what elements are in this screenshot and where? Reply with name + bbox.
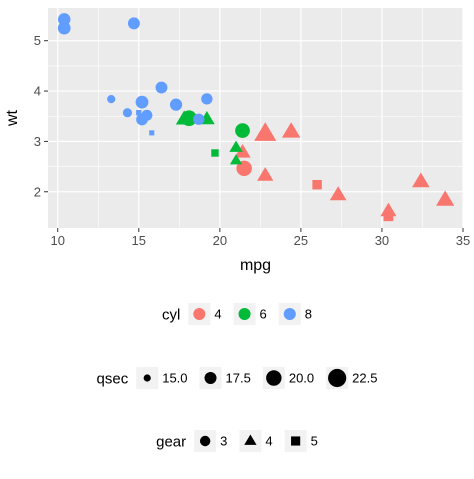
data-point bbox=[201, 93, 213, 105]
legend-label: 4 bbox=[214, 307, 221, 322]
data-point bbox=[57, 13, 71, 26]
legend: cyl 4 6 8 qsec 15.0 17.5 20.0 22.5 gear 3 4 5 bbox=[97, 303, 377, 452]
legend-key bbox=[244, 434, 257, 445]
legend-label: 6 bbox=[260, 307, 267, 322]
data-point bbox=[412, 172, 430, 188]
data-point bbox=[234, 143, 251, 158]
legend-key bbox=[328, 368, 347, 388]
data-point bbox=[127, 17, 140, 30]
data-point bbox=[135, 95, 149, 109]
data-point bbox=[254, 122, 277, 141]
data-point bbox=[149, 130, 155, 136]
legend-label: 3 bbox=[220, 434, 227, 449]
legend-key bbox=[143, 374, 151, 382]
legend-label: 22.5 bbox=[352, 371, 377, 386]
legend-key bbox=[291, 436, 301, 446]
legend-gear: gear 3 4 5 bbox=[156, 430, 318, 452]
legend-label: 17.5 bbox=[226, 371, 251, 386]
data-point bbox=[236, 160, 252, 177]
legend-label: 4 bbox=[265, 434, 272, 449]
x-tick-label: 30 bbox=[375, 233, 389, 248]
y-tick-label: 4 bbox=[34, 84, 41, 99]
x-tick-label: 20 bbox=[213, 233, 227, 248]
data-point bbox=[329, 186, 347, 201]
x-tick-label: 10 bbox=[50, 233, 64, 248]
data-point bbox=[141, 109, 153, 121]
data-point bbox=[169, 98, 183, 111]
data-point bbox=[229, 140, 243, 152]
legend-key bbox=[193, 307, 206, 321]
legend-label: 8 bbox=[305, 307, 312, 322]
x-tick-label: 35 bbox=[456, 233, 470, 248]
legend-cyl: cyl 4 6 8 bbox=[162, 303, 312, 325]
legend-key bbox=[199, 435, 211, 447]
data-point bbox=[211, 149, 219, 157]
data-point bbox=[383, 211, 394, 222]
y-axis-title: wt bbox=[4, 109, 21, 127]
data-point bbox=[175, 110, 193, 125]
legend-key bbox=[266, 370, 282, 386]
x-tick-label: 15 bbox=[132, 233, 146, 248]
data-point bbox=[257, 167, 274, 181]
data-point bbox=[436, 190, 455, 206]
data-point bbox=[136, 110, 142, 116]
legend-qsec: qsec 15.0 17.5 20.0 22.5 bbox=[97, 367, 377, 389]
data-point bbox=[282, 122, 301, 138]
data-point bbox=[193, 113, 205, 125]
legend-title: gear bbox=[156, 434, 186, 451]
legend-label: 5 bbox=[311, 434, 318, 449]
legend-title: qsec bbox=[97, 371, 129, 388]
data-point bbox=[312, 179, 322, 190]
legend-title: cyl bbox=[162, 307, 180, 324]
x-tick-label: 25 bbox=[294, 233, 308, 248]
x-axis-title: mpg bbox=[240, 257, 271, 274]
y-tick-label: 5 bbox=[34, 33, 41, 48]
legend-label: 15.0 bbox=[162, 371, 187, 386]
data-point bbox=[122, 108, 132, 118]
axes: 10 15 20 25 30 35 2 3 4 5 bbox=[34, 33, 470, 248]
data-point bbox=[57, 21, 71, 35]
y-tick-label: 3 bbox=[34, 134, 41, 149]
data-point bbox=[235, 123, 250, 138]
legend-label: 20.0 bbox=[289, 371, 314, 386]
data-point bbox=[229, 154, 243, 165]
data-point bbox=[107, 95, 116, 104]
legend-key bbox=[238, 307, 251, 321]
y-tick-label: 2 bbox=[34, 184, 41, 199]
data-point bbox=[155, 81, 168, 94]
legend-key bbox=[283, 307, 296, 321]
legend-key bbox=[204, 371, 217, 385]
data-points bbox=[57, 13, 455, 222]
